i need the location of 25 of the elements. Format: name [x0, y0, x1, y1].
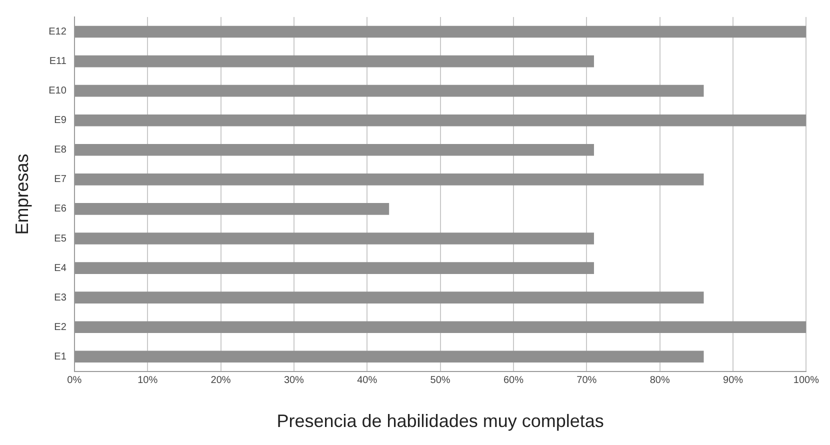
y-tick-label: E1 [54, 351, 67, 362]
x-tick-label: 90% [723, 375, 744, 386]
y-tick-label: E8 [54, 144, 67, 156]
y-tick-label: E2 [54, 322, 67, 333]
x-tick-label: 70% [576, 375, 597, 386]
y-axis-title: Empresas [12, 154, 32, 235]
x-tick-label: 40% [357, 375, 378, 386]
x-tick-label: 80% [650, 375, 670, 386]
x-tick-label: 50% [430, 375, 450, 386]
x-tick-label: 100% [793, 375, 820, 386]
x-tick-label: 20% [210, 375, 231, 386]
x-tick-label: 60% [503, 375, 524, 386]
y-tick-label: E5 [54, 233, 67, 244]
x-tick-label: 30% [284, 375, 304, 386]
x-axis-title: Presencia de habilidades muy completas [276, 411, 604, 432]
x-tick-label: 0% [67, 375, 82, 386]
y-tick-label: E12 [48, 26, 67, 38]
y-tick-label: E4 [54, 262, 67, 274]
x-tick-label: 10% [138, 375, 158, 386]
y-tick-label: E6 [54, 204, 67, 215]
y-tick-label: E7 [54, 174, 67, 186]
y-tick-label: E9 [54, 115, 67, 126]
y-tick-label: E3 [54, 292, 67, 304]
y-tick-label: E10 [48, 86, 67, 97]
y-tick-label: E11 [49, 56, 67, 68]
